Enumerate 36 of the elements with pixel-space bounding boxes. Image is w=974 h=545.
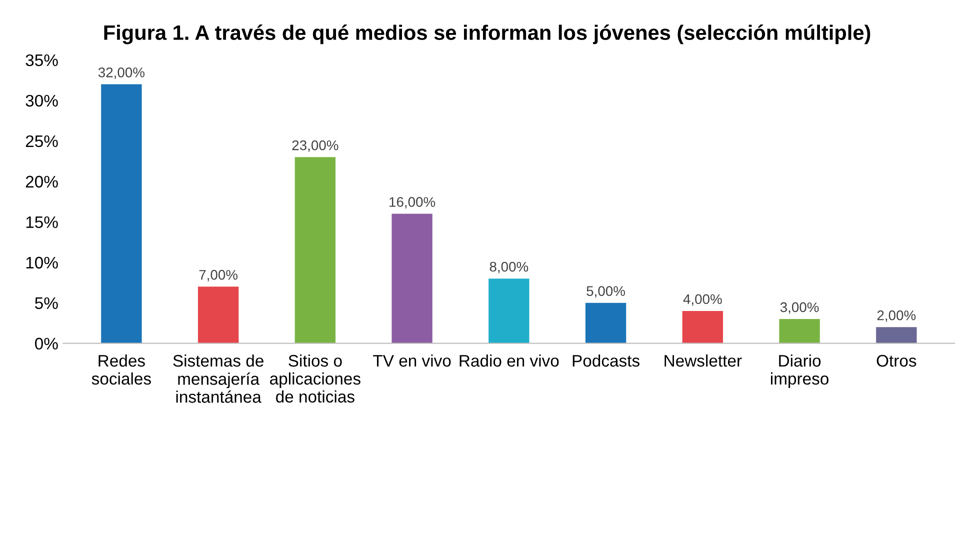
- x-tick-label: TV en vivo: [373, 354, 451, 367]
- data-label: 4,00%: [683, 294, 722, 306]
- bar: [294, 157, 336, 344]
- bar: [392, 214, 432, 344]
- y-tick-label: 25%: [26, 135, 58, 148]
- bar: [101, 84, 142, 344]
- data-label: 3,00%: [780, 302, 819, 314]
- bar: [682, 310, 723, 344]
- bar: [585, 302, 626, 344]
- data-label: 16,00%: [390, 197, 436, 209]
- x-tick-label: Newsletter: [664, 354, 742, 367]
- y-tick-label: 35%: [26, 54, 58, 66]
- y-tick-label: 20%: [26, 176, 58, 188]
- x-tick-label: Radio en vivo: [460, 354, 559, 367]
- chart-title: Figura 1. A través de qué medios se informan los jóvenes (selección múltiple): [104, 24, 870, 44]
- bar: [779, 319, 820, 344]
- x-tick-label: Diario impreso: [771, 354, 828, 388]
- x-tick-label: Sistemas de mensajería instantánea: [173, 354, 264, 403]
- y-tick-label: 30%: [26, 94, 58, 107]
- data-label: 5,00%: [586, 286, 625, 298]
- bar: [198, 286, 239, 344]
- y-tick-label: 0%: [35, 338, 58, 350]
- data-label: 7,00%: [199, 270, 238, 282]
- data-label: 2,00%: [877, 310, 916, 322]
- x-tick-label: Sitios o aplicaciones de noticias: [270, 354, 360, 403]
- bar: [488, 278, 530, 344]
- x-tick-label: Redes sociales: [92, 354, 151, 385]
- y-tick-label: 15%: [26, 216, 58, 228]
- data-label: 8,00%: [490, 262, 528, 274]
- x-tick-label: Otros: [876, 354, 916, 367]
- x-tick-label: Podcasts: [572, 354, 640, 367]
- y-tick-label: 5%: [35, 297, 58, 310]
- y-tick-label: 10%: [26, 256, 58, 269]
- data-label: 32,00%: [98, 67, 144, 79]
- data-label: 23,00%: [292, 140, 338, 152]
- bar: [876, 327, 917, 344]
